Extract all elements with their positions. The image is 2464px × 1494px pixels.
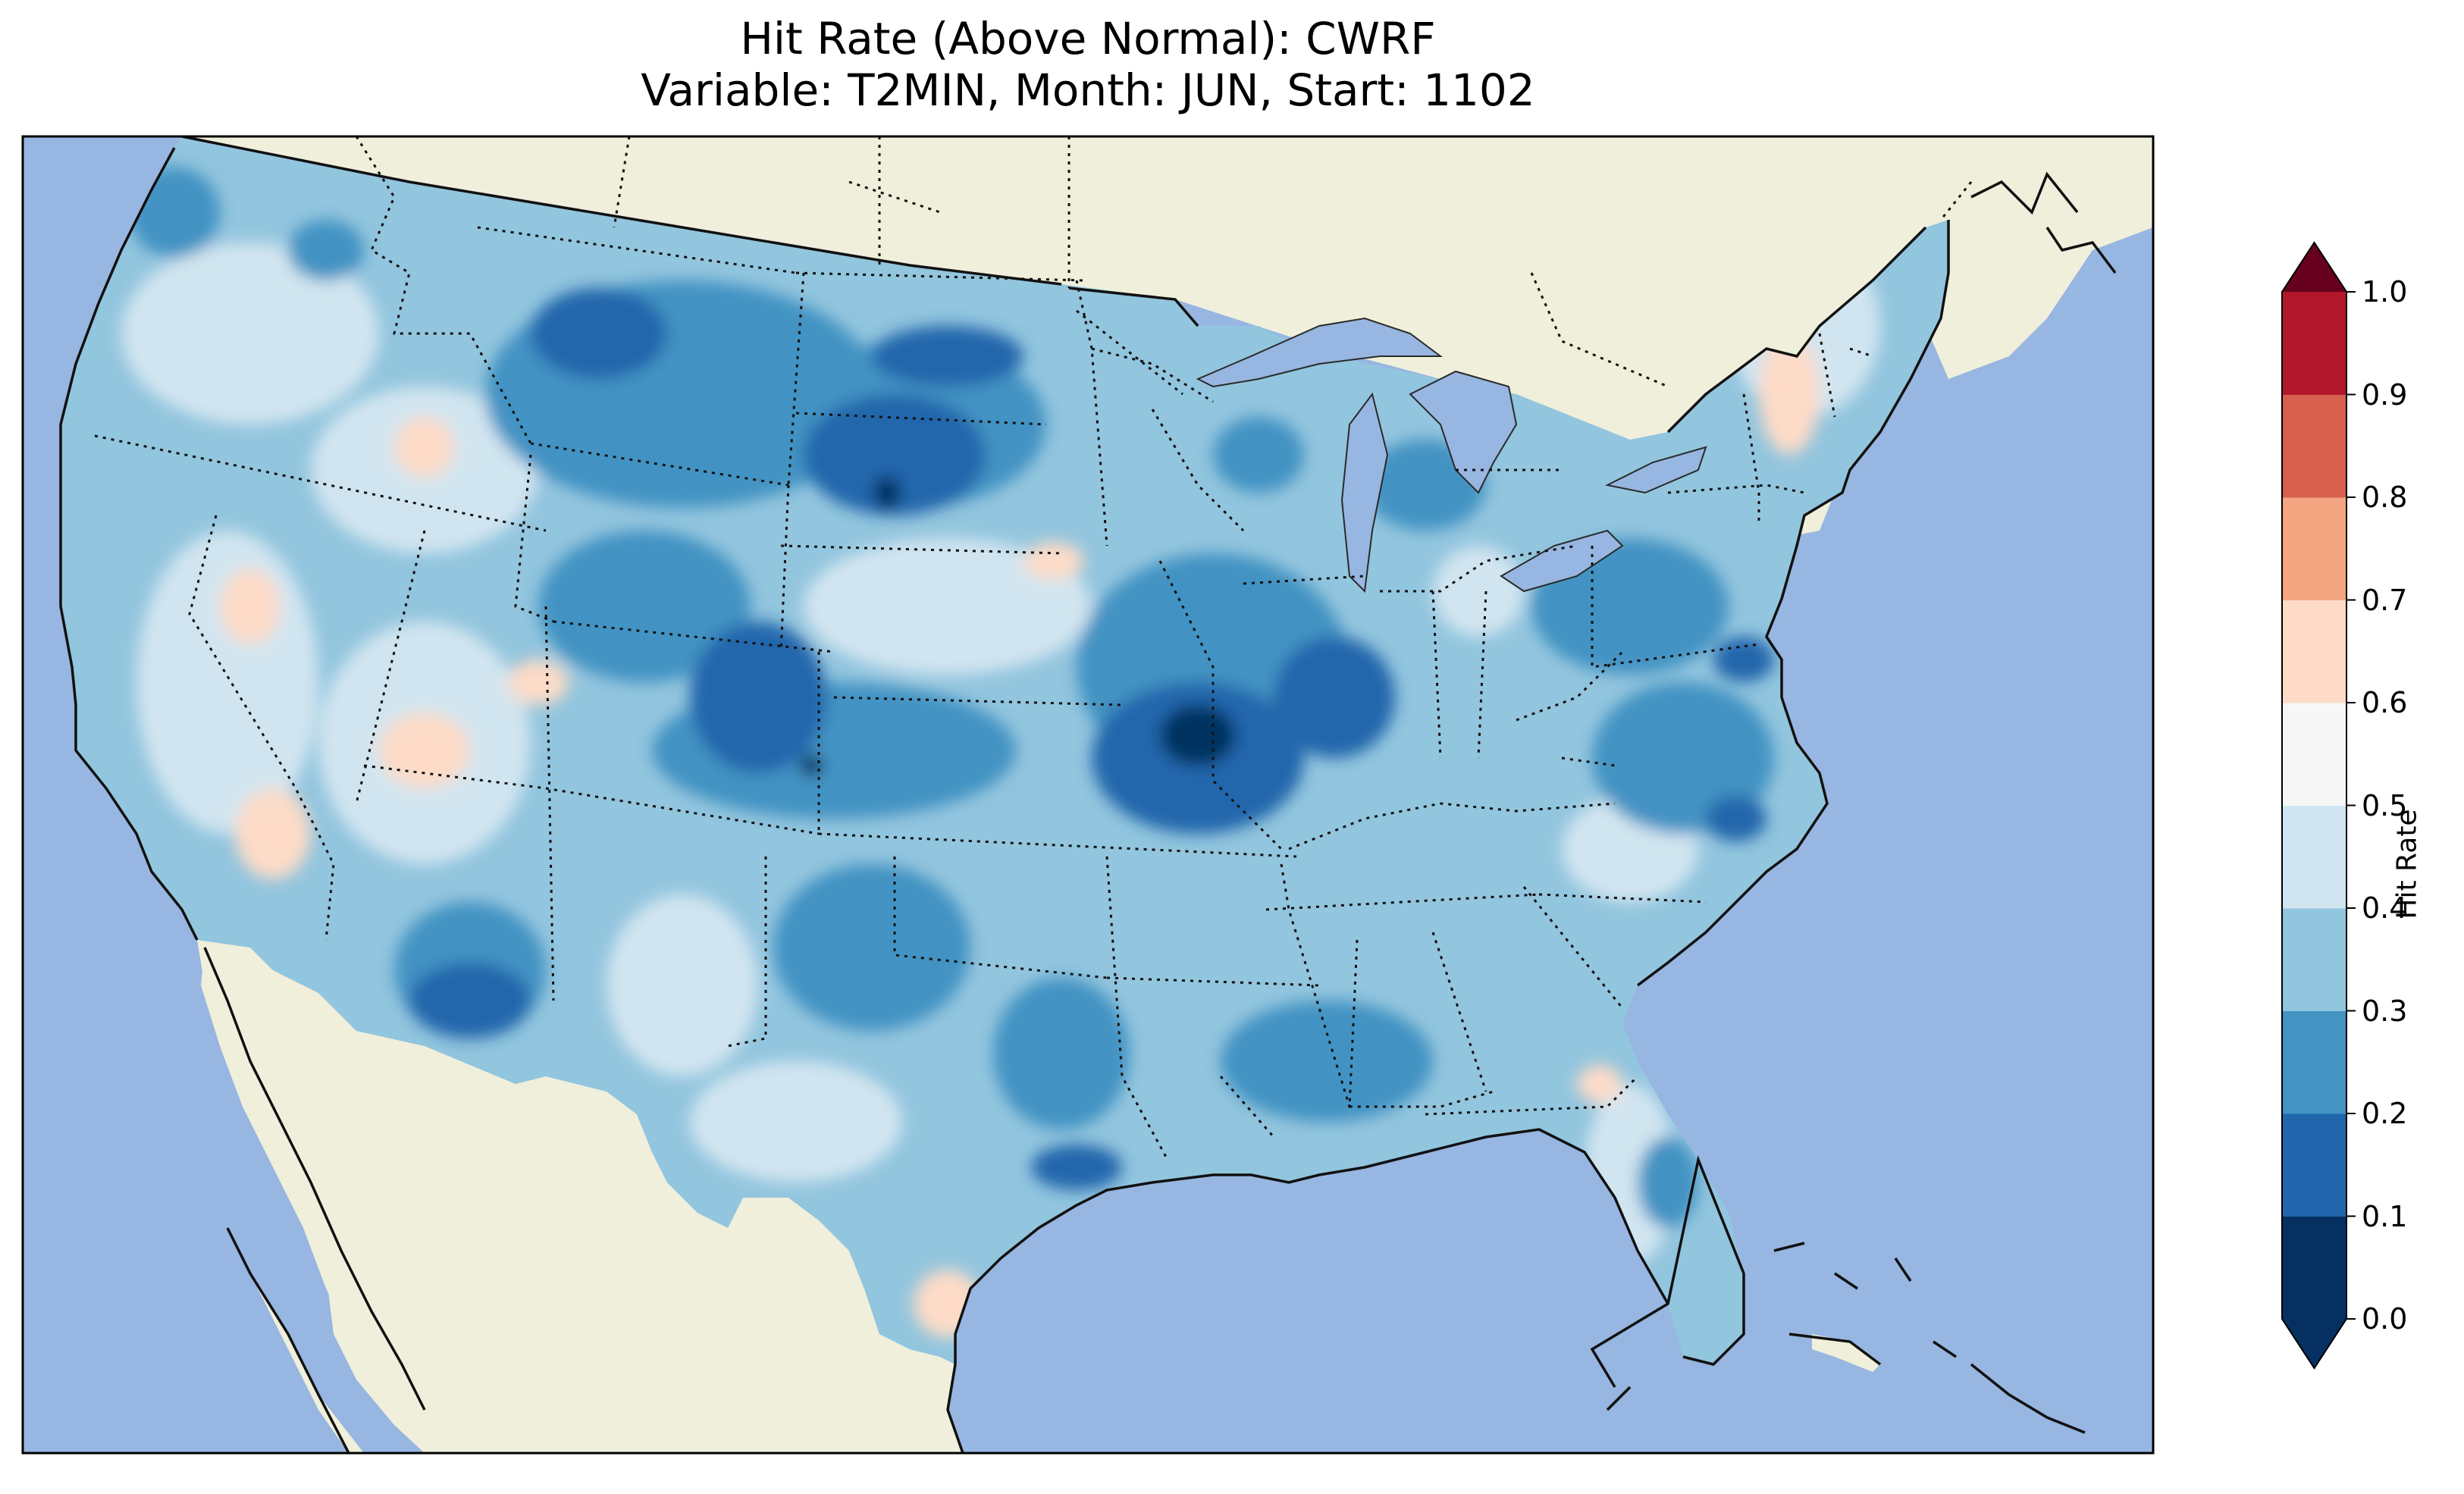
colorbar-segment (2282, 600, 2346, 703)
colorbar-tick-label: 0.1 (2362, 1199, 2408, 1233)
colorbar-tick-label: 1.0 (2362, 275, 2408, 309)
colorbar-tick-label: 0.7 (2362, 583, 2408, 617)
colorbar-extend-max (2282, 243, 2346, 292)
colorbar-tick-label: 0.2 (2362, 1097, 2408, 1130)
colorbar-label: Hit Rate (2391, 809, 2423, 919)
colorbar (2281, 241, 2356, 1370)
state-borders (94, 136, 1973, 1160)
colorbar-extend-min (2282, 1319, 2346, 1368)
colorbar-tick-label: 0.5 (2362, 788, 2408, 822)
colorbar-segment (2282, 1113, 2346, 1217)
colorbar-segment (2282, 805, 2346, 909)
colorbar-tick-label: 0.6 (2362, 686, 2408, 719)
colorbar-segment (2282, 1216, 2346, 1320)
colorbar-tick-label: 0.4 (2362, 891, 2408, 925)
cuba-island (1812, 1334, 1880, 1372)
coastlines (59, 136, 2117, 1453)
colorbar-segment (2282, 703, 2346, 806)
colorbar-segment (2282, 1010, 2346, 1114)
chart-title-line1: Hit Rate (Above Normal): CWRF (740, 13, 1436, 64)
map-frame (21, 135, 2155, 1455)
colorbar-tick-label: 0.3 (2362, 994, 2408, 1028)
colorbar-segment (2282, 292, 2346, 395)
colorbar-tick-label: 0.8 (2362, 481, 2408, 514)
chart-title-line2: Variable: T2MIN, Month: JUN, Start: 1102 (641, 64, 1535, 116)
colorbar-segment (2282, 394, 2346, 498)
mexico-landmass (197, 940, 963, 1453)
colorbar-tick-label: 0.0 (2362, 1302, 2408, 1336)
colorbar-segment (2282, 908, 2346, 1011)
colorbar-segment (2282, 497, 2346, 600)
colorbar-tick-label: 0.9 (2362, 377, 2408, 412)
